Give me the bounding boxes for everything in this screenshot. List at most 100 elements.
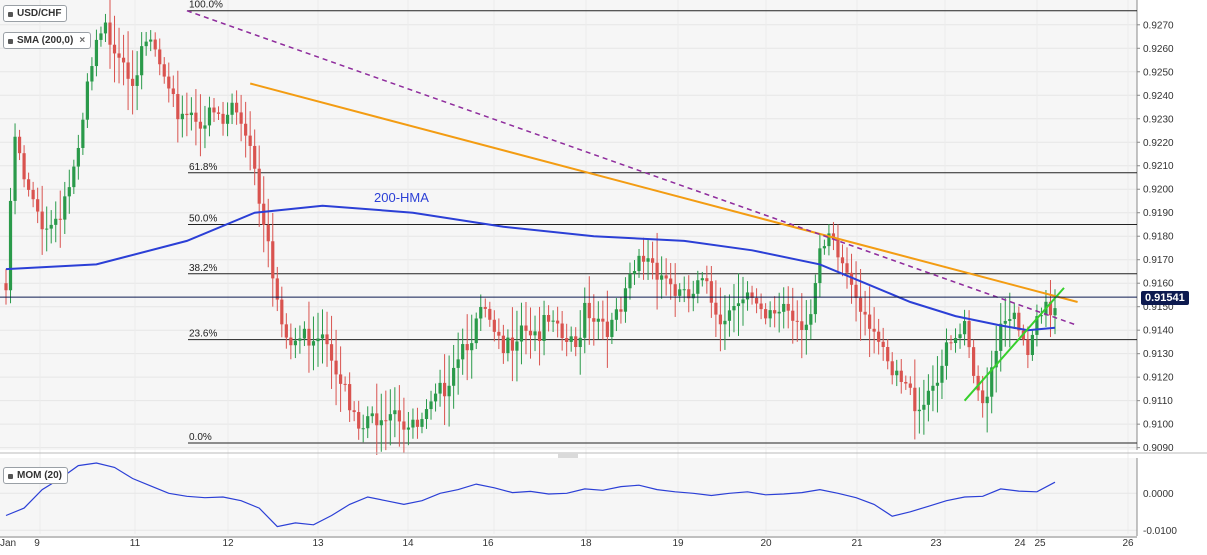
candle-body bbox=[524, 325, 528, 331]
symbol-badge[interactable]: USD/CHF bbox=[3, 5, 68, 22]
candle-body bbox=[81, 119, 85, 148]
candle-body bbox=[881, 341, 885, 348]
candle-body bbox=[171, 88, 175, 95]
y-tick-label: 0.9240 bbox=[1143, 91, 1174, 102]
candle-body bbox=[45, 228, 49, 230]
candle-body bbox=[836, 238, 840, 258]
candle-body bbox=[922, 404, 926, 410]
candle-body bbox=[429, 401, 433, 410]
candle-body bbox=[650, 258, 655, 263]
candle-body bbox=[967, 321, 971, 348]
candle-body bbox=[126, 62, 130, 79]
candle-body bbox=[601, 318, 605, 322]
y-tick-label: 0.9140 bbox=[1143, 326, 1174, 337]
candle-body bbox=[637, 255, 641, 272]
candle-body bbox=[8, 200, 13, 291]
close-icon[interactable]: × bbox=[79, 35, 86, 46]
y-tick-label: 0.9230 bbox=[1143, 114, 1174, 125]
candle-body bbox=[877, 331, 881, 342]
candle-body bbox=[1026, 339, 1030, 355]
candle-body bbox=[863, 311, 867, 315]
candle-body bbox=[745, 292, 750, 300]
candle-body bbox=[519, 325, 524, 342]
x-tick-label: 26 bbox=[1122, 538, 1134, 549]
indicator-badge[interactable]: SMA (200,0) × bbox=[3, 32, 92, 49]
candle-body bbox=[687, 289, 691, 299]
candle-body bbox=[542, 314, 546, 341]
x-tick-label: Jan bbox=[0, 538, 16, 549]
candle-body bbox=[198, 121, 203, 129]
orange-trendline bbox=[249, 82, 1078, 303]
candle-body bbox=[36, 199, 40, 212]
candle-body bbox=[1048, 301, 1053, 316]
candle-body bbox=[230, 102, 234, 115]
candle-body bbox=[813, 283, 817, 315]
candle-body bbox=[216, 112, 221, 114]
candle-body bbox=[723, 320, 727, 325]
mom-y-tick-label: 0.0000 bbox=[1143, 489, 1174, 500]
candle-body bbox=[886, 347, 890, 362]
candle-body bbox=[574, 336, 578, 348]
candle-body bbox=[809, 314, 813, 325]
hma-annotation: 200-HMA bbox=[374, 190, 429, 205]
candle-body bbox=[962, 321, 967, 335]
y-tick-label: 0.9150 bbox=[1143, 302, 1174, 313]
candle-body bbox=[958, 334, 962, 339]
candle-body bbox=[17, 136, 22, 154]
candle-body bbox=[203, 125, 207, 129]
candle-body bbox=[293, 340, 297, 346]
candle-body bbox=[212, 107, 216, 113]
candle-body bbox=[388, 414, 392, 421]
candle-body bbox=[474, 318, 478, 344]
candle-body bbox=[58, 218, 62, 220]
y-tick-label: 0.9260 bbox=[1143, 44, 1174, 55]
candle-body bbox=[641, 255, 646, 262]
candle-body bbox=[162, 64, 166, 77]
candle-body bbox=[375, 413, 379, 426]
candle-body bbox=[913, 387, 917, 412]
candle-body bbox=[4, 283, 8, 291]
candle-body bbox=[1008, 319, 1012, 321]
candle-body bbox=[840, 257, 845, 264]
candle-body bbox=[275, 278, 279, 300]
candle-body bbox=[533, 331, 537, 336]
candle-body bbox=[153, 39, 157, 50]
candle-body bbox=[402, 421, 406, 430]
candle-body bbox=[614, 309, 619, 320]
candle-body bbox=[822, 246, 827, 249]
candle-body bbox=[506, 337, 510, 354]
candle-body bbox=[384, 420, 388, 422]
momentum-badge[interactable]: MOM (20) bbox=[3, 467, 68, 484]
candle-body bbox=[768, 310, 772, 319]
candle-body bbox=[619, 309, 623, 312]
candle-body bbox=[185, 113, 189, 116]
candle-body bbox=[935, 382, 940, 386]
candle-body bbox=[628, 273, 632, 289]
candle-body bbox=[411, 419, 415, 428]
x-tick-label: 11 bbox=[130, 538, 141, 549]
candle-body bbox=[54, 218, 58, 225]
candle-body bbox=[587, 302, 591, 319]
candle-body bbox=[470, 343, 474, 351]
candle-body bbox=[578, 337, 582, 348]
candle-body bbox=[696, 280, 700, 294]
mom-y-tick-label: -0.0100 bbox=[1143, 526, 1177, 537]
candle-body bbox=[546, 314, 551, 322]
candle-body bbox=[664, 275, 668, 279]
candle-body bbox=[736, 303, 741, 306]
candle-body bbox=[556, 320, 560, 324]
fib-label: 23.6% bbox=[189, 329, 217, 340]
candle-body bbox=[348, 384, 352, 411]
y-tick-label: 0.9190 bbox=[1143, 208, 1174, 219]
candle-body bbox=[456, 359, 460, 368]
candle-body bbox=[1012, 312, 1016, 320]
candle-body bbox=[49, 224, 53, 229]
candle-body bbox=[189, 112, 193, 116]
candle-body bbox=[583, 302, 587, 338]
candle-body bbox=[415, 419, 420, 427]
candle-body bbox=[972, 347, 976, 376]
candle-body bbox=[845, 263, 849, 273]
candle-body bbox=[483, 307, 487, 309]
x-tick-label: 24 bbox=[1014, 538, 1026, 549]
candle-body bbox=[158, 49, 162, 65]
